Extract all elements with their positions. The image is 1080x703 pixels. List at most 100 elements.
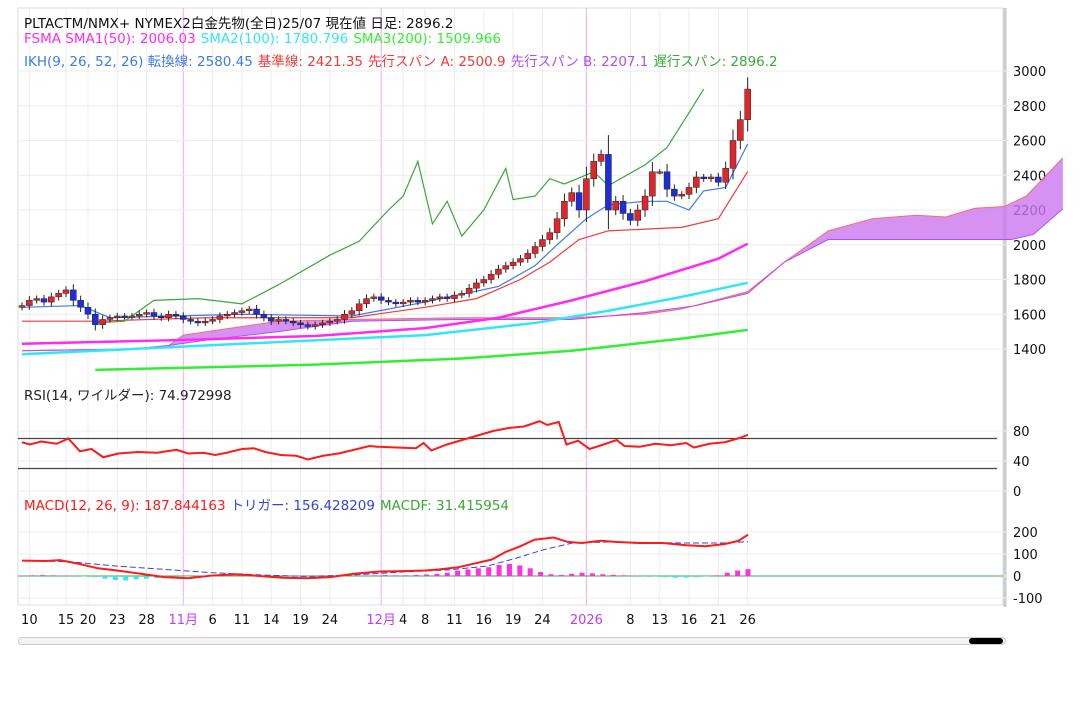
candle-body xyxy=(143,312,150,315)
x-tick-label: 11 xyxy=(234,613,251,628)
candle-body xyxy=(663,171,671,190)
candle-body xyxy=(502,265,510,270)
candle-body xyxy=(546,232,554,240)
macd-histogram-bar xyxy=(413,574,419,576)
macd-histogram-bar xyxy=(92,576,98,578)
macd-histogram-bar xyxy=(735,570,741,576)
x-tick-label: 11月 xyxy=(168,613,198,628)
candle-body xyxy=(77,300,84,308)
legend-macdf: MACDF: 31.415954 xyxy=(379,498,510,514)
macd-histogram-bar xyxy=(40,575,46,576)
candle-body xyxy=(744,88,751,120)
candle-body xyxy=(289,320,297,324)
candle-body xyxy=(231,312,238,315)
sma1-line xyxy=(21,242,749,346)
candle-body xyxy=(158,315,165,318)
candle-body xyxy=(355,303,363,312)
candle-body xyxy=(612,201,619,211)
y-tick-label: 2400 xyxy=(1013,169,1046,184)
candle-body xyxy=(62,289,70,294)
rsi-tick-label: 80 xyxy=(1013,425,1030,440)
legend-rsi: RSI(14, ワイルダー): 74.972998 xyxy=(24,388,232,404)
candle-body xyxy=(590,161,597,179)
macd-histogram-bar xyxy=(486,567,492,576)
candle-body xyxy=(267,317,275,322)
candle-body xyxy=(84,307,92,315)
candle-body xyxy=(55,293,62,298)
candle-body xyxy=(275,319,282,322)
legend-span-a: 先行スパン A: 2500.9 xyxy=(368,54,506,70)
macd-histogram-bar xyxy=(123,576,129,581)
legend-ichimoku: IKH(9, 26, 52, 26) 転換線: 2580.45 基準線: 2421… xyxy=(24,50,783,70)
candle-body xyxy=(634,209,641,221)
span-a-line xyxy=(21,157,1064,352)
candle-body xyxy=(194,320,202,324)
candle-body xyxy=(121,315,128,318)
candle-body xyxy=(487,274,495,280)
macd-histogram-bar xyxy=(175,576,181,578)
macd-histogram-bar xyxy=(714,575,720,576)
candle-body xyxy=(26,300,33,306)
macd-tick-label: 0 xyxy=(1013,570,1021,585)
x-tick-label: 20 xyxy=(80,613,97,628)
candle-body xyxy=(33,298,40,301)
x-tick-label: 16 xyxy=(476,613,493,628)
macd-histogram-bar xyxy=(455,570,461,576)
candle-body xyxy=(685,187,693,195)
candle-body xyxy=(392,301,400,305)
legend-macd: MACD(12, 26, 9): 187.844163 xyxy=(24,498,226,514)
candle-body xyxy=(414,300,422,303)
x-tick-label: 19 xyxy=(292,613,309,628)
macd-histogram-bar xyxy=(683,576,689,578)
macd-histogram-bar xyxy=(392,575,398,576)
candle-body xyxy=(99,319,106,325)
x-tick-label: 23 xyxy=(109,613,126,628)
candle-body xyxy=(707,176,715,179)
macd-histogram-bar xyxy=(496,565,502,576)
macd-tick-label: 200 xyxy=(1013,526,1038,541)
x-tick-label: 4 xyxy=(399,613,407,628)
x-tick-label: 19 xyxy=(505,613,522,628)
candle-body xyxy=(136,314,143,317)
legend-span-b: 先行スパン B: 2207.1 xyxy=(510,54,649,70)
y-tick-label: 1800 xyxy=(1013,274,1046,289)
candle-body xyxy=(341,314,348,320)
x-tick-label: 21 xyxy=(710,613,727,628)
candle-body xyxy=(436,296,444,299)
candle-body xyxy=(202,320,209,324)
macd-histogram-bar xyxy=(112,576,118,580)
candle-body xyxy=(348,310,356,315)
candle-body xyxy=(377,296,385,301)
candle-body xyxy=(649,171,656,197)
sma2-line xyxy=(21,281,748,356)
scrollbar-thumb[interactable] xyxy=(969,638,1003,644)
candle-body xyxy=(671,188,678,197)
candle-body xyxy=(465,287,473,294)
candle-body xyxy=(553,218,561,233)
rsi-line xyxy=(21,420,749,461)
macd-histogram-bar xyxy=(672,576,678,578)
y-tick-label: 1400 xyxy=(1013,343,1046,358)
y-tick-label: 2600 xyxy=(1013,135,1046,150)
candle-body xyxy=(260,314,268,318)
horizontal-scrollbar[interactable] xyxy=(18,637,1006,645)
macd-histogram-bar xyxy=(465,569,471,576)
macd-histogram-bar xyxy=(621,575,627,576)
candle-body xyxy=(729,140,737,169)
candle-body xyxy=(216,315,224,320)
candle-body xyxy=(678,194,685,197)
legend-sma1: FSMA SMA1(50): 2006.03 xyxy=(24,31,196,47)
x-tick-label: 26 xyxy=(739,613,756,628)
macd-histogram-bar xyxy=(423,574,429,576)
y-tick-label: 3000 xyxy=(1013,65,1046,80)
sma3-line xyxy=(95,328,748,372)
y-tick-label: 2000 xyxy=(1013,239,1046,254)
macd-histogram-bar xyxy=(527,568,533,576)
candle-body xyxy=(385,300,392,303)
macd-line xyxy=(21,533,749,580)
macd-histogram-bar xyxy=(475,568,481,576)
macd-histogram-bar xyxy=(29,575,35,576)
macd-histogram-bar xyxy=(610,574,616,576)
